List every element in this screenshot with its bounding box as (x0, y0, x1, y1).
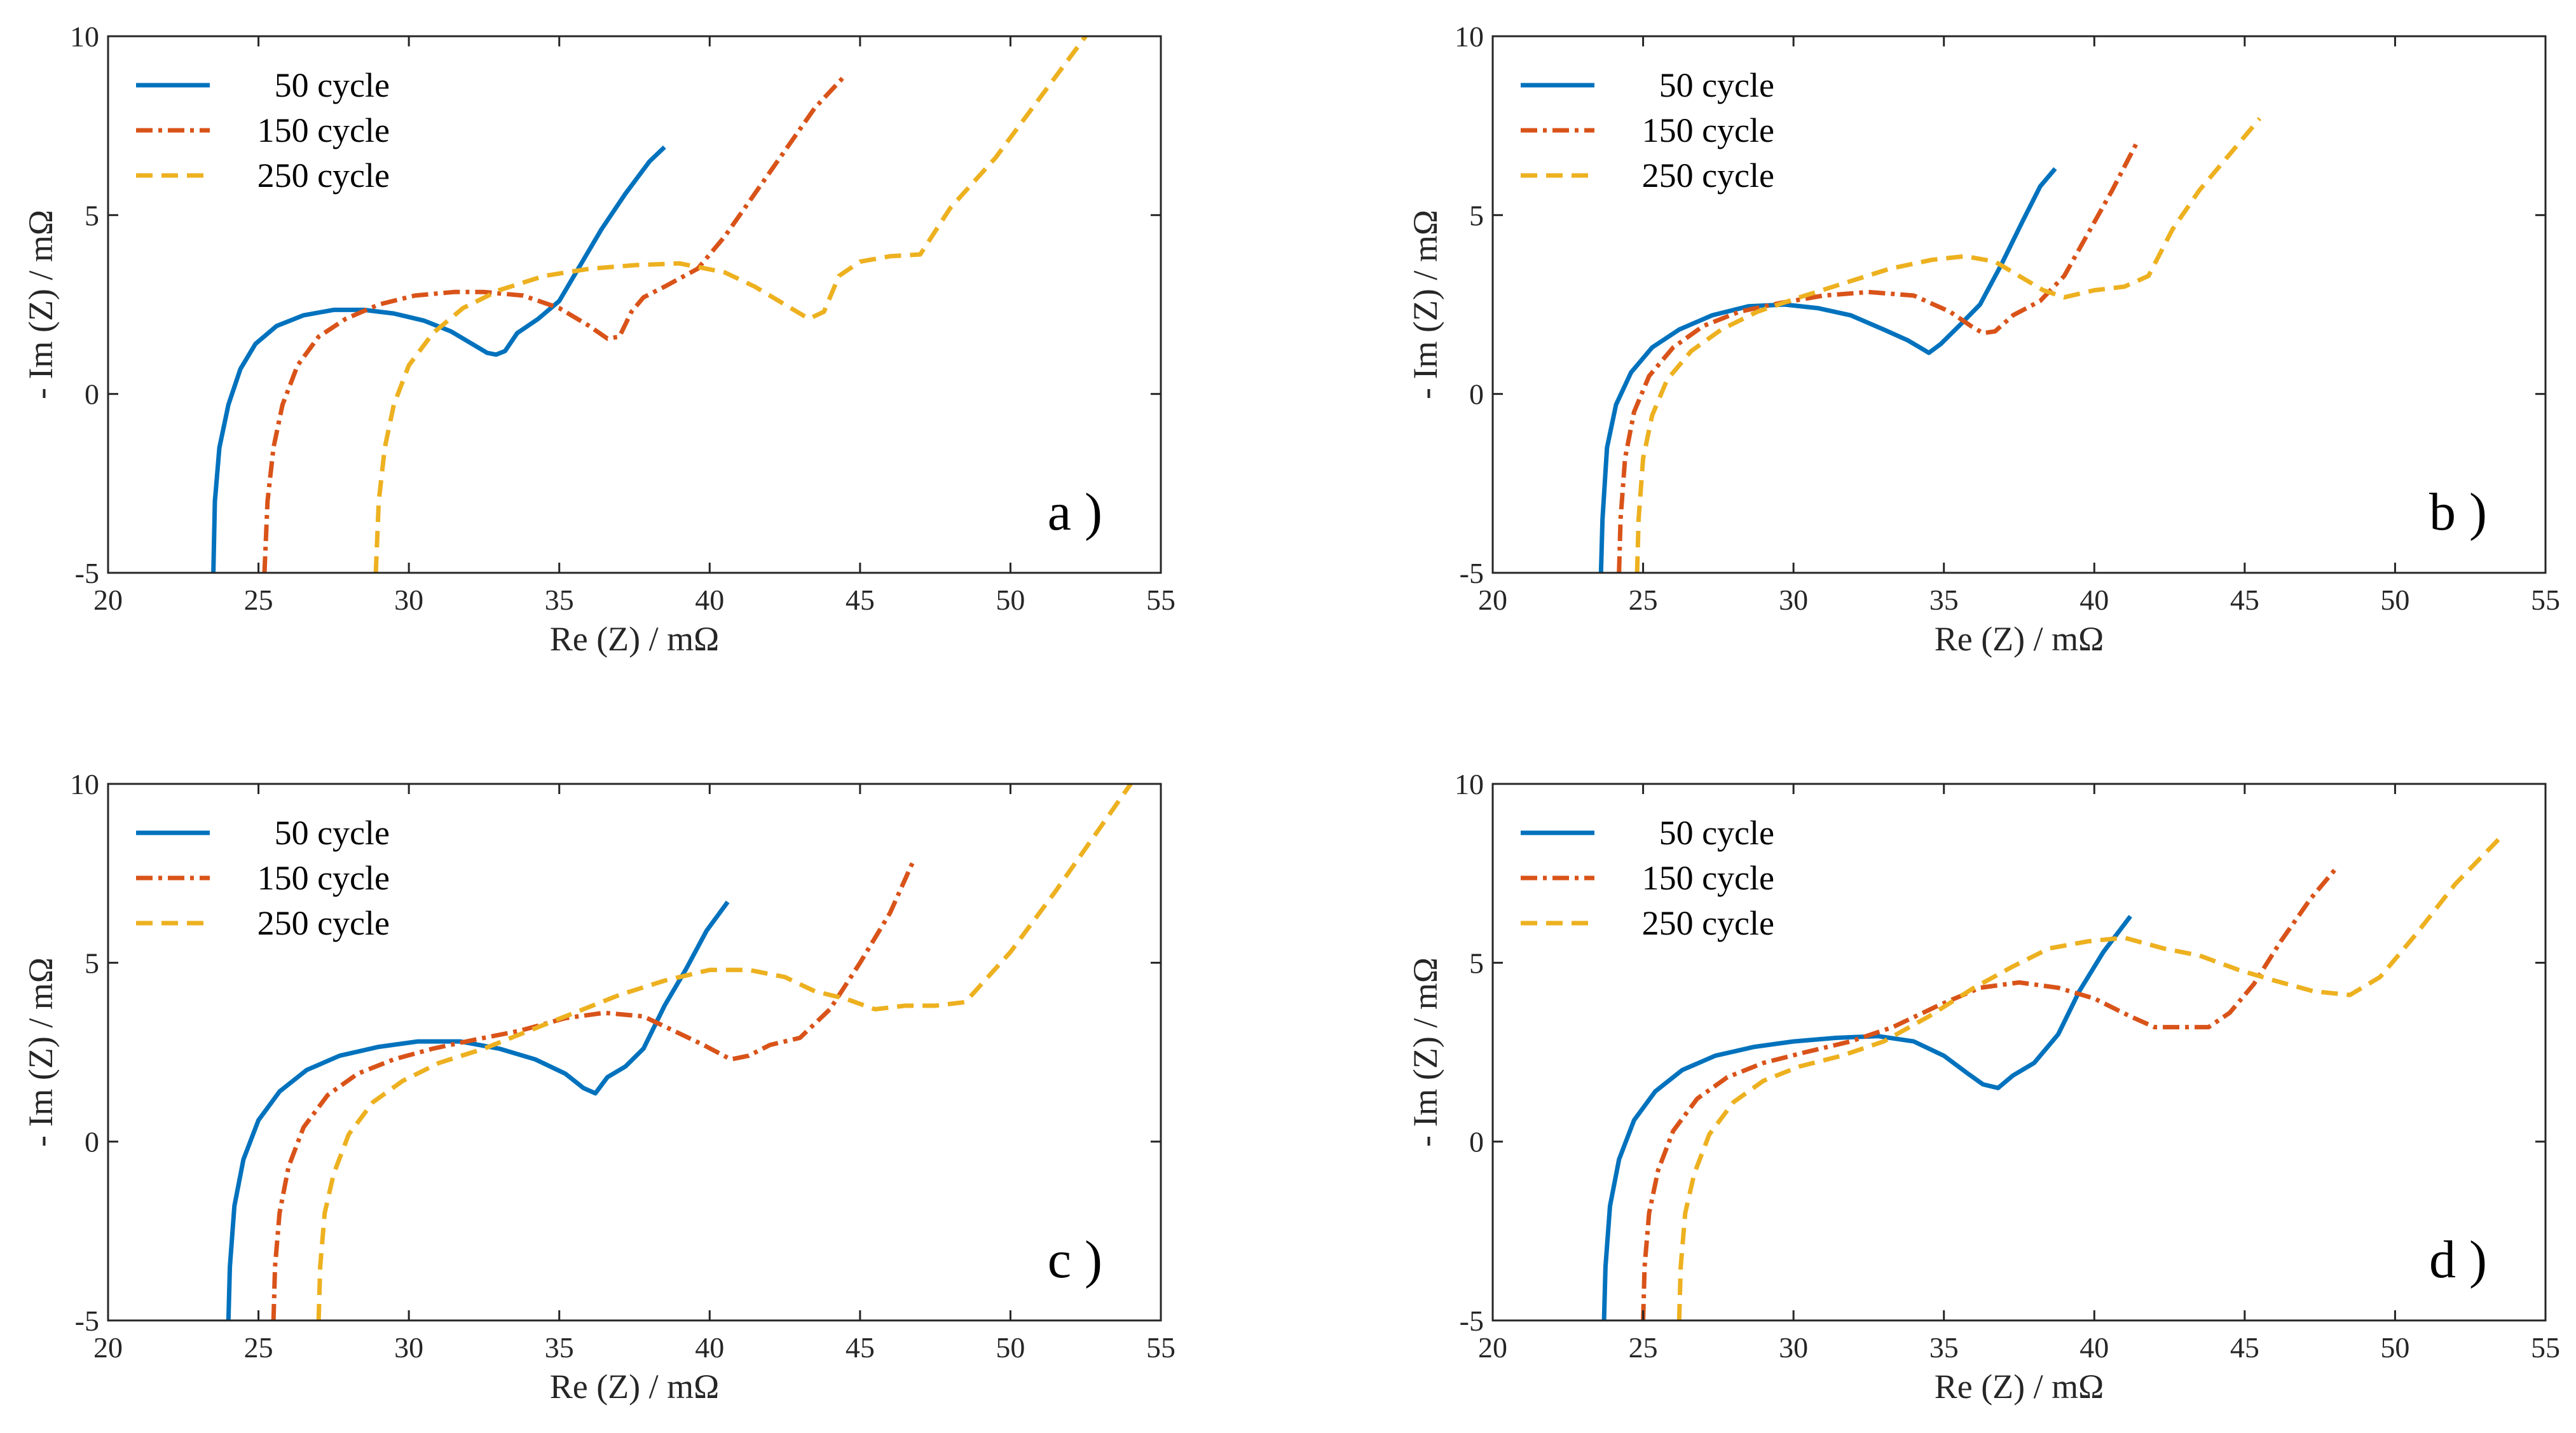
series-line-50-cycle (1601, 915, 2132, 1320)
plot-frame (1491, 35, 2547, 574)
y-tick-label: 10 (1455, 768, 1484, 800)
x-axis-title: Re (Z) / mΩ (550, 1368, 720, 1406)
panel-label: d ) (2429, 1230, 2487, 1289)
x-tick-label: 30 (1779, 584, 1808, 616)
x-axis-title: Re (Z) / mΩ (1935, 1368, 2104, 1406)
plot-frame (107, 35, 1162, 574)
x-tick-label: 55 (2531, 1331, 2560, 1364)
legend: 50 cycle 150 cycle 250 cycle (136, 66, 390, 195)
x-tick-label: 20 (93, 1331, 123, 1364)
legend-label: 150 cycle (257, 111, 390, 149)
y-axis-title: - Im (Z) / mΩ (1406, 210, 1444, 399)
legend-label: 50 cycle (1659, 66, 1774, 104)
chart-panel-2: 20 25 30 35 40 45 50 55 -5 0 5 10 Re (Z) / mΩ - Im (Z… (1406, 20, 2560, 658)
x-tick-label: 25 (244, 1331, 273, 1364)
y-axis-title: - Im (Z) / mΩ (22, 210, 60, 399)
series-line-250-cycle (316, 784, 1133, 1320)
series-line-50-cycle (1598, 167, 2057, 573)
x-tick-label: 50 (2380, 584, 2409, 616)
legend-label: 250 cycle (1642, 904, 1774, 942)
y-tick-label: 10 (70, 20, 99, 53)
y-tick-label: 5 (85, 199, 99, 231)
x-tick-label: 50 (996, 584, 1025, 616)
legend-label: 250 cycle (257, 904, 390, 942)
y-tick-label: 5 (1469, 947, 1484, 979)
series-line-150-cycle (262, 74, 847, 573)
legend-label: 50 cycle (275, 66, 390, 104)
x-tick-label: 35 (545, 1331, 574, 1364)
x-tick-label: 35 (545, 584, 574, 616)
y-tick-label: -5 (75, 1305, 99, 1337)
x-tick-label: 25 (1629, 1331, 1658, 1364)
chart-panel-1: 20 25 30 35 40 45 50 55 -5 0 5 10 Re (Z) / mΩ - Im (Z… (22, 20, 1175, 658)
chart-panel-3: 20 25 30 35 40 45 50 55 -5 0 5 10 Re (Z) / mΩ - Im (Z… (22, 768, 1175, 1406)
panel-label: b ) (2429, 483, 2487, 542)
x-tick-label: 45 (846, 1331, 875, 1364)
y-tick-label: -5 (1460, 557, 1484, 589)
plot-frame (107, 783, 1162, 1322)
y-tick-label: 0 (85, 378, 99, 411)
y-axis-title: - Im (Z) / mΩ (1406, 957, 1444, 1147)
series-line-50-cycle (226, 900, 730, 1320)
y-tick-label: 0 (1469, 378, 1484, 411)
panel-label: a ) (1048, 483, 1102, 542)
y-tick-label: -5 (75, 557, 99, 589)
series-line-150-cycle (271, 858, 917, 1320)
x-tick-label: 35 (1929, 584, 1959, 616)
x-tick-label: 50 (996, 1331, 1025, 1364)
x-tick-label: 30 (394, 1331, 423, 1364)
series-line-50-cycle (211, 145, 666, 573)
legend: 50 cycle 150 cycle 250 cycle (136, 814, 390, 942)
x-tick-label: 40 (695, 584, 724, 616)
y-tick-label: 0 (85, 1126, 99, 1158)
x-tick-label: 45 (2230, 584, 2259, 616)
x-tick-label: 25 (244, 584, 273, 616)
x-tick-label: 40 (2079, 584, 2109, 616)
legend-label: 150 cycle (1642, 111, 1774, 149)
series-line-150-cycle (1641, 865, 2340, 1320)
x-tick-label: 40 (695, 1331, 724, 1364)
y-tick-label: 10 (1455, 20, 1484, 53)
x-tick-label: 55 (1146, 584, 1175, 616)
x-tick-label: 40 (2079, 1331, 2109, 1364)
x-axis-title: Re (Z) / mΩ (1935, 620, 2104, 658)
y-axis-title: - Im (Z) / mΩ (22, 957, 60, 1147)
x-tick-label: 55 (2531, 584, 2560, 616)
plot-frame (1491, 783, 2547, 1322)
series-line-250-cycle (1676, 835, 2502, 1320)
x-tick-label: 30 (394, 584, 423, 616)
x-tick-label: 20 (1478, 584, 1507, 616)
series-line-250-cycle (1634, 117, 2262, 573)
legend-label: 150 cycle (257, 859, 390, 897)
legend-label: 50 cycle (1659, 814, 1774, 852)
x-tick-label: 25 (1629, 584, 1658, 616)
legend: 50 cycle 150 cycle 250 cycle (1521, 814, 1774, 942)
y-tick-label: 0 (1469, 1126, 1484, 1158)
y-tick-label: 5 (85, 947, 99, 979)
panel-label: c ) (1048, 1230, 1102, 1289)
x-tick-label: 50 (2380, 1331, 2409, 1364)
x-axis-title: Re (Z) / mΩ (550, 620, 720, 658)
x-tick-label: 20 (1478, 1331, 1507, 1364)
series-line-150-cycle (1617, 142, 2139, 573)
legend-label: 50 cycle (275, 814, 390, 852)
x-tick-label: 20 (93, 584, 123, 616)
series-line-250-cycle (373, 36, 1088, 573)
legend-label: 150 cycle (1642, 859, 1774, 897)
x-tick-label: 35 (1929, 1331, 1959, 1364)
y-tick-label: 5 (1469, 199, 1484, 231)
x-tick-label: 45 (846, 584, 875, 616)
x-tick-label: 45 (2230, 1331, 2259, 1364)
x-tick-label: 30 (1779, 1331, 1808, 1364)
legend: 50 cycle 150 cycle 250 cycle (1521, 66, 1774, 195)
legend-label: 250 cycle (257, 156, 390, 195)
legend-label: 250 cycle (1642, 156, 1774, 195)
y-tick-label: 10 (70, 768, 99, 800)
x-tick-label: 55 (1146, 1331, 1175, 1364)
chart-panel-4: 20 25 30 35 40 45 50 55 -5 0 5 10 Re (Z) / mΩ - Im (Z… (1406, 768, 2560, 1406)
y-tick-label: -5 (1460, 1305, 1484, 1337)
